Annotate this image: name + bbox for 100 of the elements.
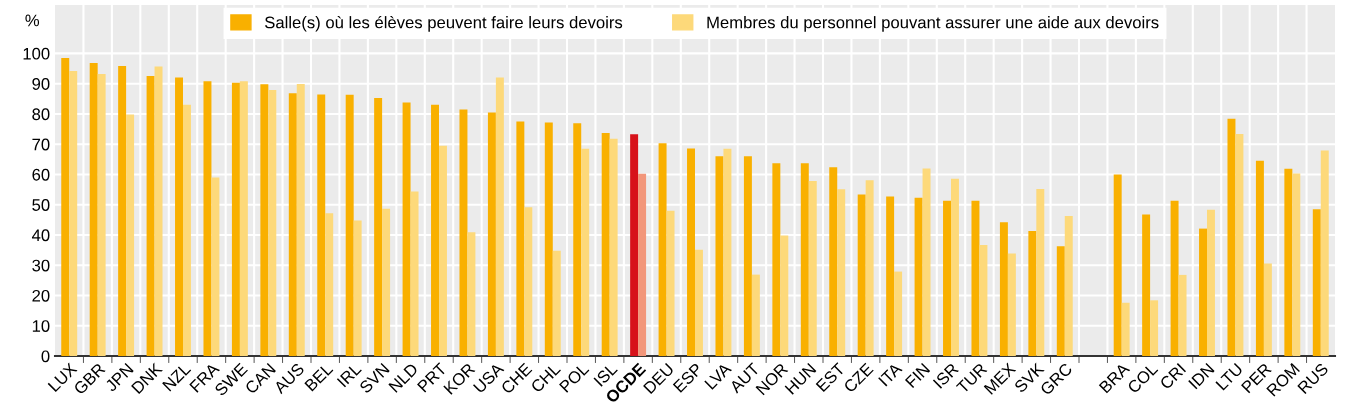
bar bbox=[1263, 263, 1272, 356]
bar bbox=[1056, 246, 1065, 356]
bar bbox=[459, 109, 468, 356]
x-tick-label: BRA bbox=[1098, 362, 1131, 394]
bar bbox=[288, 93, 297, 356]
x-tick-label: ITA bbox=[878, 362, 903, 387]
y-tick-label: 60 bbox=[32, 168, 50, 181]
bar bbox=[544, 122, 553, 356]
bar bbox=[723, 148, 732, 356]
bar bbox=[239, 81, 248, 356]
bar bbox=[89, 63, 98, 356]
x-tick-label: POL bbox=[558, 362, 590, 393]
y-tick-label: 0 bbox=[41, 350, 50, 363]
bar bbox=[630, 134, 639, 356]
bar bbox=[715, 156, 724, 356]
bar bbox=[695, 249, 703, 356]
x-tick-label: USA bbox=[472, 361, 505, 394]
bar bbox=[601, 132, 610, 356]
bar bbox=[374, 97, 383, 356]
y-tick-label: 10 bbox=[32, 320, 50, 332]
bar bbox=[914, 197, 923, 356]
x-tick-label: LVA bbox=[704, 362, 732, 390]
bar bbox=[431, 104, 439, 356]
bar bbox=[1170, 200, 1179, 356]
bar bbox=[743, 156, 752, 356]
bar bbox=[951, 178, 959, 356]
y-tick-label: 90 bbox=[32, 78, 50, 90]
bar bbox=[325, 213, 334, 356]
bar bbox=[865, 180, 874, 356]
x-tick-label: BEL bbox=[304, 362, 334, 392]
bar bbox=[296, 83, 305, 356]
x-tick-label: FIN bbox=[904, 362, 931, 389]
bar bbox=[687, 148, 695, 356]
bar bbox=[894, 271, 903, 356]
bar bbox=[1113, 174, 1122, 356]
y-tick-label: 30 bbox=[32, 259, 50, 272]
bar bbox=[1292, 173, 1301, 356]
legend-label: Membres du personnel pouvant assurer une aide aux devoirs bbox=[707, 16, 1159, 32]
bar bbox=[317, 94, 326, 356]
bar bbox=[943, 200, 951, 356]
bar bbox=[552, 250, 561, 356]
bar bbox=[1320, 150, 1329, 356]
x-tick-label: CRI bbox=[1159, 362, 1187, 390]
bar bbox=[524, 207, 533, 356]
bar bbox=[751, 274, 760, 356]
bar bbox=[231, 82, 240, 356]
bar bbox=[837, 189, 846, 356]
bar bbox=[1207, 209, 1215, 356]
bar bbox=[658, 143, 667, 356]
x-tick-label: CZE bbox=[843, 362, 874, 394]
x-tick-label: NZL bbox=[162, 362, 192, 392]
bar bbox=[1028, 231, 1037, 356]
bar bbox=[772, 163, 781, 356]
bar bbox=[979, 244, 988, 356]
bar bbox=[1284, 168, 1293, 356]
bar bbox=[1178, 274, 1187, 356]
y-tick-label: 20 bbox=[32, 289, 50, 302]
bar bbox=[382, 208, 391, 356]
bar bbox=[971, 200, 980, 356]
bar bbox=[857, 194, 866, 356]
bar bbox=[1227, 118, 1236, 356]
bar bbox=[999, 222, 1008, 356]
bar bbox=[666, 210, 675, 356]
bar bbox=[1142, 214, 1151, 356]
bar bbox=[609, 138, 618, 356]
bar bbox=[829, 167, 838, 356]
bar bbox=[780, 235, 789, 356]
y-tick-label: 70 bbox=[32, 138, 50, 151]
bar bbox=[402, 102, 411, 356]
bar bbox=[154, 66, 163, 356]
y-axis-title: % bbox=[25, 14, 40, 27]
bar bbox=[410, 191, 419, 356]
bar bbox=[211, 177, 220, 356]
bar bbox=[495, 77, 504, 356]
x-tick-label: IRL bbox=[336, 362, 362, 388]
bar bbox=[439, 145, 447, 356]
bar bbox=[1199, 228, 1207, 356]
bar bbox=[487, 112, 496, 356]
bar bbox=[260, 84, 269, 356]
bar bbox=[268, 90, 277, 356]
bar bbox=[353, 220, 362, 356]
y-tick-label: 80 bbox=[32, 108, 50, 121]
bar bbox=[1312, 209, 1321, 356]
bar bbox=[61, 57, 70, 356]
bar bbox=[97, 73, 106, 356]
bar bbox=[183, 104, 191, 356]
bar bbox=[1150, 300, 1159, 356]
bar bbox=[467, 232, 476, 356]
bar bbox=[69, 70, 78, 356]
bar bbox=[175, 77, 183, 356]
bar bbox=[1064, 215, 1073, 356]
bar bbox=[800, 163, 809, 356]
legend-label: Salle(s) où les élèves peuvent faire leurs devoirs bbox=[265, 15, 623, 32]
y-tick-label: 50 bbox=[32, 199, 50, 211]
bar bbox=[573, 123, 582, 356]
bar bbox=[118, 66, 127, 356]
bar bbox=[203, 81, 212, 356]
y-tick-label: 40 bbox=[31, 229, 50, 242]
bar bbox=[1255, 160, 1264, 356]
bar bbox=[126, 114, 135, 356]
